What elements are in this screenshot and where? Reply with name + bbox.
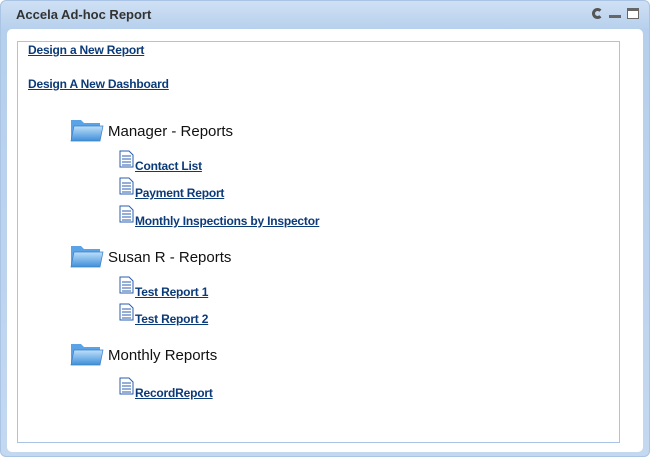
window-title: Accela Ad-hoc Report <box>16 7 152 22</box>
report-item: Monthly Inspections by Inspector <box>119 205 319 228</box>
report-link[interactable]: RecordReport <box>135 386 213 400</box>
content-panel: Design a New Report Design A New Dashboa… <box>7 29 643 452</box>
report-item: Test Report 2 <box>119 303 208 326</box>
folder-icon <box>70 116 104 146</box>
folder-3: Monthly Reports <box>70 340 217 370</box>
maximize-icon[interactable] <box>627 8 639 19</box>
report-item: RecordReport <box>119 377 213 400</box>
document-icon <box>119 205 134 228</box>
report-item: Payment Report <box>119 177 224 200</box>
folder-icon <box>70 242 104 272</box>
report-link[interactable]: Payment Report <box>135 186 225 200</box>
minimize-icon[interactable] <box>609 10 621 18</box>
document-icon <box>119 150 134 173</box>
folder-name: Susan R - Reports <box>108 248 232 266</box>
folder-name: Manager - Reports <box>108 122 234 140</box>
document-icon <box>119 177 134 200</box>
design-new-dashboard-link[interactable]: Design A New Dashboard <box>28 77 169 91</box>
report-link[interactable]: Contact List <box>135 159 202 173</box>
report-item: Test Report 1 <box>119 276 208 299</box>
document-icon <box>119 303 134 326</box>
report-link[interactable]: Test Report 2 <box>135 312 209 326</box>
document-icon <box>119 276 134 299</box>
report-link[interactable]: Monthly Inspections by Inspector <box>135 214 320 228</box>
folder-name: Monthly Reports <box>108 346 218 364</box>
report-item: Contact List <box>119 150 202 173</box>
folder-1: Manager - Reports <box>70 116 233 146</box>
document-icon <box>119 377 134 400</box>
report-link[interactable]: Test Report 1 <box>135 285 209 299</box>
folder-2: Susan R - Reports <box>70 242 231 272</box>
report-list: Design a New Report Design A New Dashboa… <box>17 41 620 443</box>
folder-icon <box>70 340 104 370</box>
design-new-report-link[interactable]: Design a New Report <box>28 43 145 57</box>
refresh-icon[interactable] <box>592 8 603 19</box>
